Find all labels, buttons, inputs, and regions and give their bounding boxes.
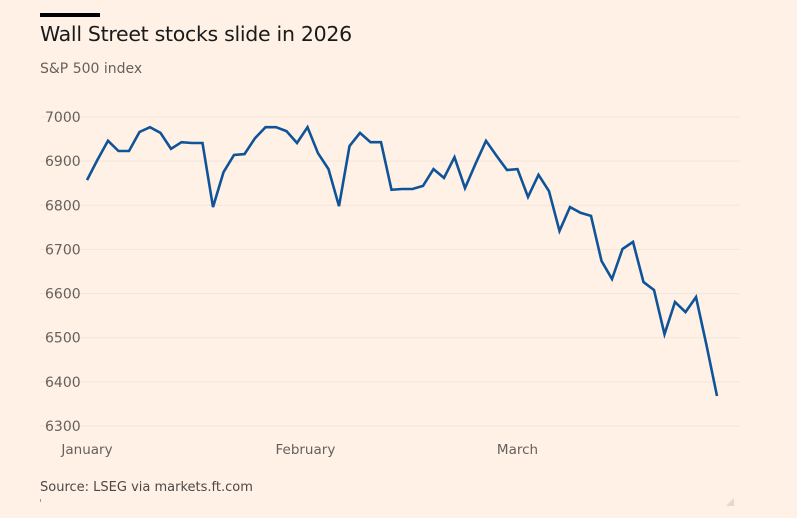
title-rule bbox=[40, 13, 100, 17]
y-tick-label: 6400 bbox=[45, 375, 81, 391]
y-tick-label: 6300 bbox=[45, 419, 81, 435]
plot-area bbox=[85, 124, 719, 397]
footer-mark bbox=[40, 499, 41, 502]
x-tick-label: February bbox=[275, 442, 335, 458]
y-tick-label: 7000 bbox=[45, 110, 81, 126]
y-tick-label: 6900 bbox=[45, 154, 81, 170]
series-line-sp500 bbox=[85, 124, 719, 397]
x-tick-label: March bbox=[497, 442, 538, 458]
source-note: Source: LSEG via markets.ft.com bbox=[40, 480, 253, 495]
line-chart: 7000 6900 6800 6700 6600 6500 6400 6300 January… bbox=[40, 110, 740, 458]
chart-title: Wall Street stocks slide in 2026 bbox=[40, 22, 352, 46]
gridlines bbox=[40, 116, 740, 427]
chart-subtitle: S&P 500 index bbox=[40, 61, 143, 77]
x-tick-label: January bbox=[60, 442, 112, 458]
resize-grip-icon[interactable] bbox=[726, 498, 734, 506]
y-tick-label: 6600 bbox=[45, 287, 81, 303]
y-tick-label: 6700 bbox=[45, 242, 81, 258]
y-tick-label: 6500 bbox=[45, 331, 81, 347]
y-tick-label: 6800 bbox=[45, 198, 81, 214]
y-axis: 7000 6900 6800 6700 6600 6500 6400 6300 bbox=[45, 110, 81, 435]
x-axis: January February March bbox=[60, 442, 538, 458]
